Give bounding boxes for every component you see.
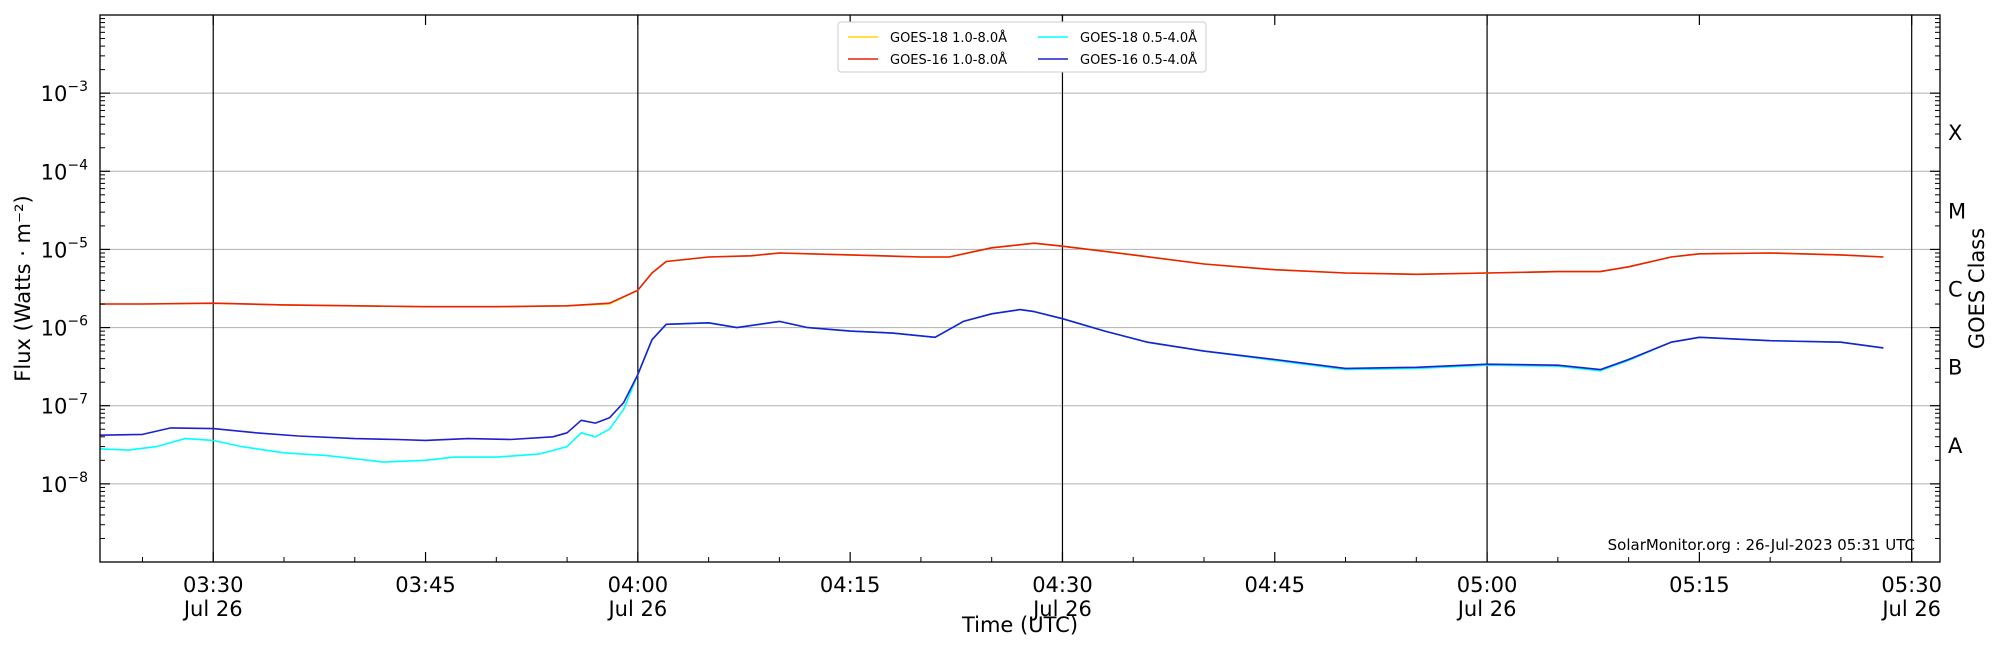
credit-text: SolarMonitor.org : 26-Jul-2023 05:31 UTC [1608,536,1915,554]
x-tick-label-1: 03:45 [395,573,456,597]
goes-class-label-m: M [1948,199,1966,223]
x-tick-date-label-4: Jul 26 [1031,597,1092,621]
x-tick-label-0: 03:30 [183,573,244,597]
x-tick-date-label-6: Jul 26 [1456,597,1517,621]
y-axis-title: Flux (Watts · m⁻²) [11,195,35,381]
grid-layer [100,92,1940,485]
x-tick-label-2: 04:00 [608,573,669,597]
x-tick-label-6: 05:00 [1457,573,1518,597]
goes-class-label-a: A [1948,434,1963,458]
x-tick-label-4: 04:30 [1032,573,1093,597]
goes-class-label-x: X [1948,121,1962,145]
series-layer [99,242,1884,463]
right-axis-title: GOES Class [1965,228,1989,349]
x-tick-label-8: 05:30 [1881,573,1942,597]
legend-box [837,21,1207,73]
y-tick-label-0: 10−8 [41,470,88,497]
y-tick-label-2: 10−6 [41,314,88,341]
legend-label-goes-18-1-0-8-0: GOES-18 1.0-8.0Å [890,30,1007,46]
day-lines-layer [212,15,1913,562]
series-line-goes-16-0-5-4-0 [99,308,1884,442]
x-tick-date-label-0: Jul 26 [182,597,243,621]
goes-class-label-b: B [1948,356,1962,380]
y-tick-label-4: 10−4 [41,157,88,184]
legend-label-goes-16-0-5-4-0: GOES-16 0.5-4.0Å [1080,52,1197,68]
plot-frame [99,14,1941,563]
y-tick-label-5: 10−3 [41,79,88,106]
x-tick-label-7: 05:15 [1669,573,1730,597]
x-axis-title: Time (UTC) [961,613,1078,637]
x-tick-date-label-2: Jul 26 [606,597,667,621]
legend-label-goes-18-0-5-4-0: GOES-18 0.5-4.0Å [1080,30,1197,46]
goes-class-label-c: C [1948,278,1963,302]
y-tick-label-3: 10−5 [41,235,88,262]
legend-label-goes-16-1-0-8-0: GOES-16 1.0-8.0Å [890,52,1007,68]
x-tick-date-label-8: Jul 26 [1880,597,1941,621]
legend: GOES-18 1.0-8.0Å GOES-18 0.5-4.0Å GOES-16 … [837,21,1207,73]
x-tick-label-3: 04:15 [820,573,881,597]
y-tick-label-1: 10−7 [41,392,88,419]
x-tick-label-5: 04:45 [1245,573,1306,597]
series-line-goes-16-1-0-8-0 [100,242,1884,308]
series-line-goes-18-1-0-8-0 [100,242,1884,308]
